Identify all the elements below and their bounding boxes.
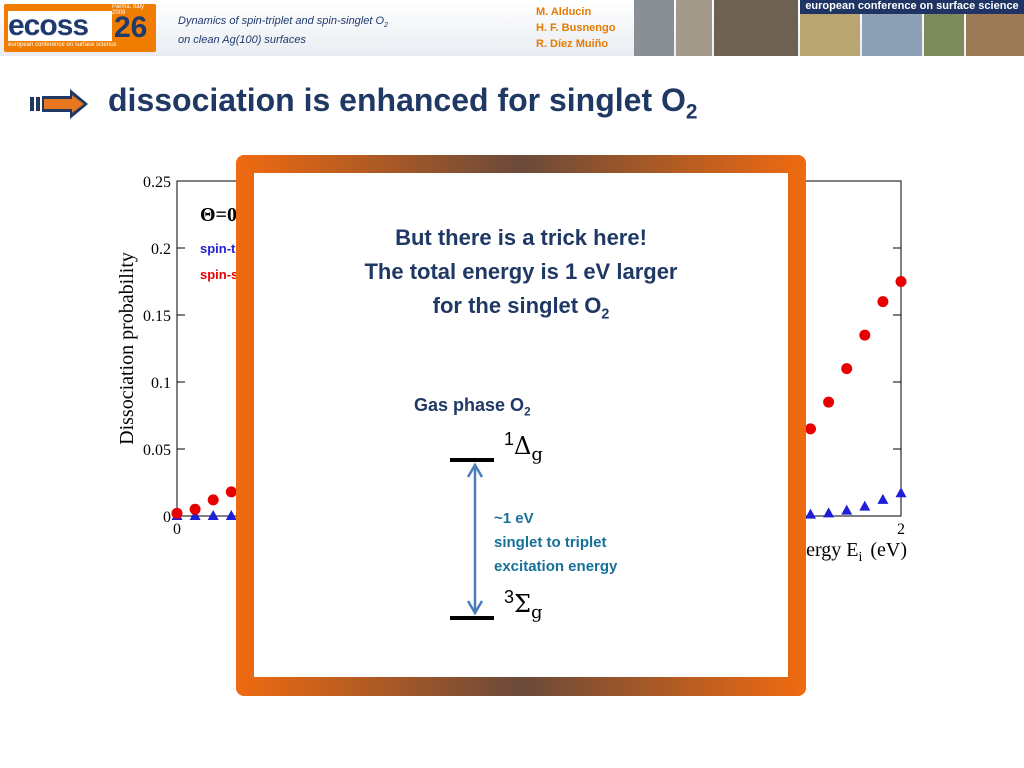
circle-marker xyxy=(841,363,853,375)
authors: M. Alducin H. F. Busnengo R. Díez Muiño xyxy=(536,4,615,52)
triangle-marker xyxy=(225,510,237,520)
photo xyxy=(676,0,712,56)
annotation: Θ=0 xyxy=(200,204,237,226)
triangle-marker xyxy=(207,510,219,520)
author: R. Díez Muiño xyxy=(536,38,609,50)
subscript: 2 xyxy=(524,405,531,419)
circle-marker xyxy=(823,396,835,408)
overlay-line: for the singlet O2 xyxy=(254,293,788,322)
triangle-marker xyxy=(823,507,835,518)
overlay-text: for the singlet O xyxy=(432,293,602,318)
x-tick-label: 0 xyxy=(173,521,181,538)
triangle-marker xyxy=(895,487,907,498)
photo xyxy=(634,0,674,56)
subscript: 2 xyxy=(384,21,389,30)
x-tick-label: 2 xyxy=(897,521,905,538)
gap-text: excitation energy xyxy=(494,558,618,575)
bullet-arrow xyxy=(30,89,88,119)
arrow-heads xyxy=(466,462,484,616)
photo xyxy=(966,14,1024,56)
shape xyxy=(30,97,34,111)
circle-marker xyxy=(225,486,237,498)
y-tick-label: 0.05 xyxy=(143,442,171,459)
x-axis-unit: (eV) xyxy=(870,539,907,561)
slide-title: dissociation is enhanced for singlet O2 xyxy=(108,82,697,124)
y-axis-label: Dissociation probability xyxy=(116,252,138,445)
gap-text: singlet to triplet xyxy=(494,534,607,551)
y-tick-label: 0.15 xyxy=(143,308,171,325)
triangle-marker xyxy=(859,500,871,511)
upper-level: 1Δg xyxy=(504,429,543,465)
logo: ecoss 26 Parma, Italy 2009 european conf… xyxy=(4,4,156,52)
talk-title: Dynamics of spin-triplet and spin-single… xyxy=(178,14,388,48)
y-tick-label: 0.1 xyxy=(151,375,171,392)
circle-marker xyxy=(895,276,907,287)
superscript: 3 xyxy=(504,587,515,607)
logo-number: 26 xyxy=(114,11,148,44)
overlay-line: But there is a trick here! xyxy=(395,225,647,250)
talk-title-text: on clean Ag(100) surfaces xyxy=(178,34,306,47)
term-symbol: Σ xyxy=(514,590,531,618)
header: ecoss 26 Parma, Italy 2009 european conf… xyxy=(0,0,1024,56)
gas-phase: Gas phase O2 xyxy=(414,395,531,419)
slide-title-text: dissociation is enhanced for singlet O xyxy=(108,82,686,118)
gap-text: ~1 eV xyxy=(494,510,534,527)
subscript: 2 xyxy=(685,100,698,124)
circle-marker xyxy=(207,494,219,506)
level-diagram xyxy=(450,458,494,620)
triangle-marker xyxy=(805,508,816,519)
lower-level: 3Σg xyxy=(504,587,543,623)
overlay-line: The total energy is 1 eV larger xyxy=(364,259,678,284)
photo xyxy=(924,14,964,56)
banner: european conference on surface science xyxy=(800,0,1024,14)
logo-place: Parma, Italy 2009 xyxy=(112,4,145,16)
shape xyxy=(36,97,40,111)
y-tick-label: 0 xyxy=(163,509,171,526)
logo-tagline: european conference on surface science xyxy=(8,42,117,48)
circle-marker xyxy=(189,503,201,515)
logo-main: ecoss xyxy=(8,11,112,41)
photo xyxy=(862,14,922,56)
y-tick-label: 0.2 xyxy=(151,241,171,258)
triangle-marker xyxy=(841,504,853,515)
photo xyxy=(714,0,798,56)
gas-phase-text: Gas phase O xyxy=(414,395,525,415)
circle-marker xyxy=(859,329,871,341)
circle-marker xyxy=(805,423,816,435)
shape xyxy=(44,95,84,113)
overlay-box: But there is a trick here! The total ene… xyxy=(236,155,806,696)
triangle-marker xyxy=(189,510,201,520)
subscript: 2 xyxy=(601,306,610,323)
term-symbol: Δ xyxy=(514,432,532,460)
overlay-inner: But there is a trick here! The total ene… xyxy=(254,173,788,677)
triangle-marker xyxy=(877,493,889,504)
photo-strip xyxy=(634,0,1024,56)
y-tick-label: 0.25 xyxy=(143,174,171,191)
photo xyxy=(800,14,860,56)
circle-marker xyxy=(877,296,889,308)
subscript: g xyxy=(531,443,543,465)
subscript: i xyxy=(858,550,862,565)
shape: Dynamics of spin-triplet and spin-single… xyxy=(178,14,388,33)
circle-marker xyxy=(171,507,183,519)
author: H. F. Busnengo xyxy=(536,22,616,34)
gap-label: ~1 eV singlet to triplet excitation ener… xyxy=(494,507,617,579)
author: M. Alducin xyxy=(536,6,592,18)
subscript: g xyxy=(530,601,543,623)
superscript: 1 xyxy=(504,429,515,449)
talk-title-text: Dynamics of spin-triplet and spin-single… xyxy=(178,15,385,27)
